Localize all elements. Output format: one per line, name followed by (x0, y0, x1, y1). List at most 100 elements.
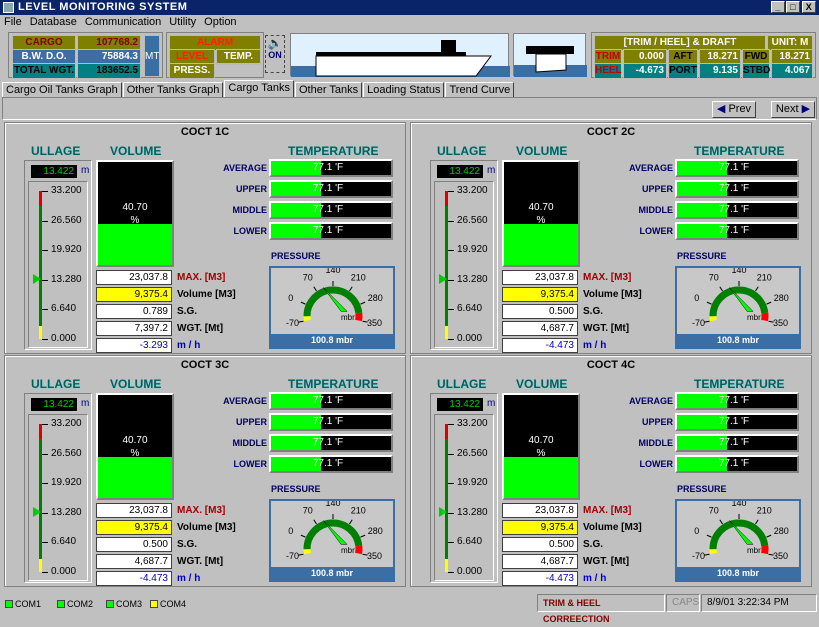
minimize-button[interactable]: _ (771, 1, 785, 13)
gauge-tick (314, 520, 317, 524)
scale-label: 13.280 (457, 507, 488, 519)
led-icon (150, 600, 158, 608)
scale-tick (42, 250, 48, 251)
volume-field: 9,375.4 (502, 520, 578, 535)
stbd-label: STBD (742, 63, 770, 79)
scale-tick (448, 424, 454, 425)
gauge-unit: mbr (747, 313, 761, 322)
weight-label: WGT. [Mt] (583, 321, 629, 336)
gauge-tick (767, 535, 772, 537)
datetime: 8/9/01 3:22:34 PM (701, 594, 817, 612)
temp-bar-middle: 77.1 'F (675, 201, 799, 219)
tab-loading-status[interactable]: Loading Status (363, 82, 444, 98)
scale-tick (448, 483, 454, 484)
gauge-tick-label: 70 (303, 506, 313, 516)
gauge-tick-label: 140 (325, 268, 340, 275)
pressure-heading: PRESSURE (677, 251, 727, 261)
gauge-tick-label: 210 (351, 273, 366, 283)
volume-percent: 40.70 (504, 202, 578, 214)
temp-bar-upper: 77.1 'F (269, 180, 393, 198)
menu-communication[interactable]: Communication (85, 16, 161, 28)
sg-label: S.G. (583, 537, 603, 552)
sg-label: S.G. (177, 304, 197, 319)
max-label: MAX. [M3] (177, 270, 225, 285)
tab-other-tanks[interactable]: Other Tanks (295, 82, 362, 98)
temp-label-middle: MIDDLE (603, 438, 673, 448)
volume-percent-sign: % (98, 215, 172, 227)
gauge-tick (361, 535, 366, 537)
gauge-tick (767, 302, 772, 304)
temp-label-middle: MIDDLE (197, 438, 267, 448)
temp-bar-middle: 77.1 'F (269, 434, 393, 452)
title-bar: LEVEL MONITORING SYSTEM _ □ X (0, 0, 819, 15)
maximize-button[interactable]: □ (786, 1, 800, 13)
tank-panel: COCT 2C ULLAGE VOLUME TEMPERATURE 13.422… (410, 122, 812, 354)
mode-indicator: TRIM & HEEL CORREECTION (537, 594, 665, 612)
prev-button[interactable]: ◀ Prev (712, 101, 756, 118)
volume-bar: 40.70 % (96, 160, 174, 267)
tab-other-tanks-graph[interactable]: Other Tanks Graph (123, 82, 224, 98)
gauge-tick (707, 535, 712, 537)
ullage-bar (445, 191, 448, 339)
temp-bar-lower: 77.1 'F (269, 222, 393, 240)
com-label: COM3 (116, 599, 142, 609)
port-value: 9.135 (699, 63, 741, 79)
alarm-panel: ALARM LEVEL TEMP. PRESS. (166, 32, 264, 78)
port-label: PORT (668, 63, 698, 79)
scale-label: 6.640 (457, 303, 482, 315)
sg-field: 0.500 (502, 304, 578, 319)
temperature-heading: TEMPERATURE (694, 377, 784, 391)
tank-panel: COCT 4C ULLAGE VOLUME TEMPERATURE 13.422… (410, 355, 812, 587)
scale-tick (448, 191, 454, 192)
ullage-scale: 33.200 26.560 19.920 13.280 6.640 0.000 (28, 181, 88, 348)
max-volume-field: 23,037.8 (96, 270, 172, 285)
close-button[interactable]: X (802, 1, 816, 13)
tab-trend-curve[interactable]: Trend Curve (445, 82, 514, 98)
heel-value: -4.673 (623, 63, 667, 79)
tab-cargo-oil-tanks-graph[interactable]: Cargo Oil Tanks Graph (2, 82, 122, 98)
temp-value: 77.1 'F (677, 457, 797, 471)
menu-database[interactable]: Database (30, 16, 77, 28)
temperature-heading: TEMPERATURE (288, 377, 378, 391)
ship-side-view (290, 33, 509, 76)
weight-label: WGT. [Mt] (583, 554, 629, 569)
scale-tick (448, 250, 454, 251)
temp-value: 77.1 'F (271, 182, 391, 196)
scale-tick (42, 542, 48, 543)
gauge-unit: mbr (747, 546, 761, 555)
gauge-tick-label: 210 (757, 506, 772, 516)
volume-heading: VOLUME (516, 144, 567, 158)
scale-label: 26.560 (457, 215, 488, 227)
pressure-value: 100.8 mbr (271, 334, 393, 347)
tank-name: COCT 4C (411, 359, 811, 371)
max-volume-field: 23,037.8 (96, 503, 172, 518)
volume-label: Volume [M3] (177, 520, 236, 535)
scale-label: 19.920 (457, 244, 488, 256)
volume-heading: VOLUME (516, 377, 567, 391)
tab-cargo-tanks[interactable]: Cargo Tanks (224, 80, 294, 98)
ullage-value: 13.422 (437, 165, 483, 178)
temp-label-upper: UPPER (603, 417, 673, 427)
temp-value: 77.1 'F (677, 394, 797, 408)
alarm-sound-toggle[interactable]: 🔈 ON (265, 35, 285, 73)
menu-file[interactable]: File (4, 16, 22, 28)
gauge-tick (361, 302, 366, 304)
volume-heading: VOLUME (110, 144, 161, 158)
ullage-heading: ULLAGE (31, 144, 80, 158)
status-bar: COM1 COM2 COM3 COM4 TRIM & HEEL CORREECT… (0, 592, 819, 614)
menu-option[interactable]: Option (204, 16, 236, 28)
gauge-tick (720, 287, 723, 291)
volume-percent: 40.70 (98, 435, 172, 447)
next-button[interactable]: Next ▶ (771, 101, 815, 118)
gauge-tick-label: 140 (731, 501, 746, 508)
com4-indicator: COM4 (150, 599, 186, 609)
alarm-press[interactable]: PRESS. (169, 63, 215, 79)
tank-name: COCT 2C (411, 126, 811, 138)
pressure-heading: PRESSURE (271, 484, 321, 494)
heel-label: HEEL (594, 63, 622, 79)
sg-field: 0.500 (502, 537, 578, 552)
volume-label: Volume [M3] (177, 287, 236, 302)
menu-utility[interactable]: Utility (169, 16, 196, 28)
scale-label: 19.920 (457, 477, 488, 489)
tank-panel: COCT 1C ULLAGE VOLUME TEMPERATURE 13.422… (4, 122, 406, 354)
